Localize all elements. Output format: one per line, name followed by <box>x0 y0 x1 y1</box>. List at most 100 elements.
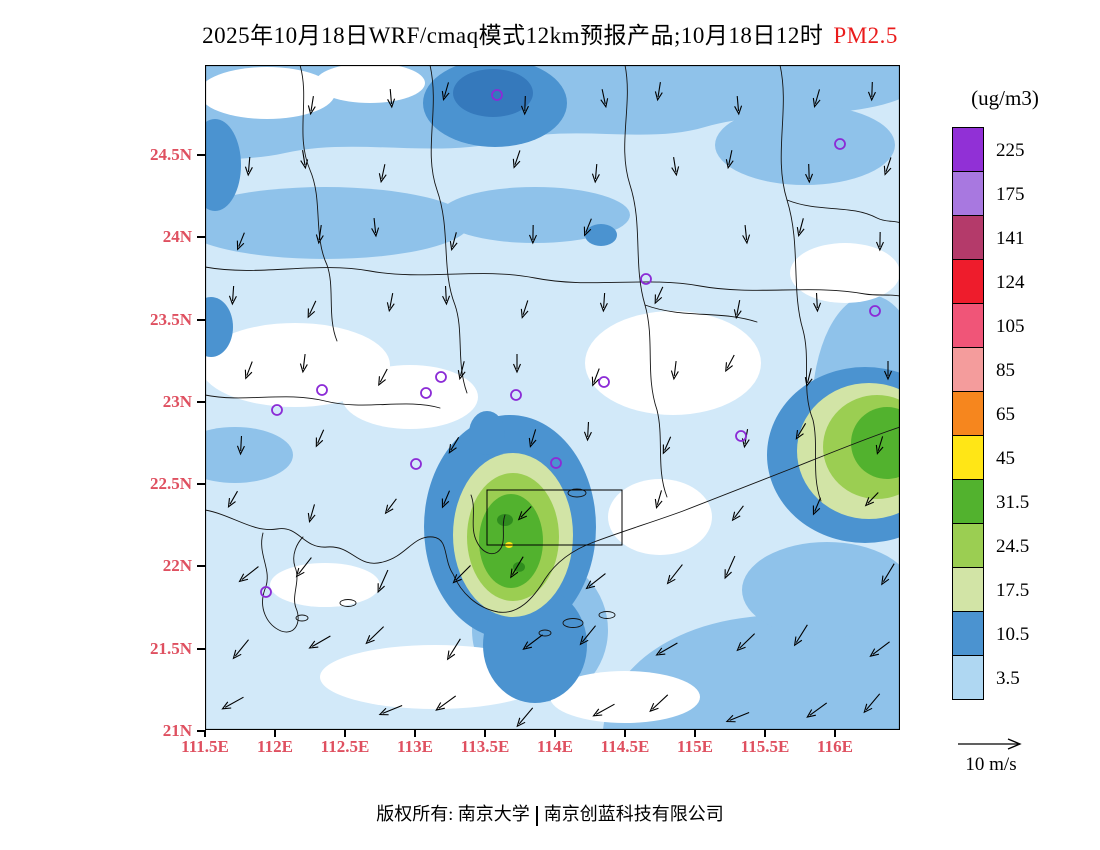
wind-arrow <box>734 95 743 116</box>
wind-arrow <box>299 354 308 374</box>
colorbar-box <box>952 435 984 480</box>
colorbar-box <box>952 523 984 568</box>
wind-arrow <box>236 435 245 456</box>
wind-arrow <box>510 556 524 579</box>
wind-arrow <box>666 564 683 585</box>
prd-high-pm-region <box>453 453 573 617</box>
wind-arrow <box>592 703 615 717</box>
wind-arrow <box>583 421 592 442</box>
wind-arrow <box>378 368 388 387</box>
lat-tick-label: 21.5N <box>149 638 192 658</box>
colorbar-box <box>952 655 984 700</box>
wind-arrow <box>649 694 669 713</box>
station-marker <box>598 376 610 388</box>
lon-tick-label: 112.5E <box>320 737 370 756</box>
colorbar-level-label: 24.5 <box>996 536 1030 557</box>
wind-arrow <box>662 436 672 455</box>
lat-tick-mark <box>197 565 205 568</box>
east-high-pm-region <box>797 383 900 519</box>
wind-arrow <box>795 423 807 440</box>
wind-arrow <box>517 506 532 521</box>
wind-arrow <box>435 695 457 711</box>
wind-arrow <box>670 361 679 381</box>
wind-arrow <box>528 224 537 245</box>
plot-title: 2025年10月18日WRF/cmaq模式12km预报产品;10月18日12时 P… <box>0 16 1100 50</box>
wind-arrow <box>228 285 237 306</box>
wind-arrow <box>654 286 664 305</box>
wind-arrow <box>585 573 606 590</box>
wind-arrow <box>244 361 253 380</box>
colorbar-level-label: 141 <box>996 228 1025 249</box>
lon-tick-mark <box>764 730 766 737</box>
station-marker <box>435 371 447 383</box>
species-label: PM2.5 <box>833 23 898 48</box>
lon-tick-mark <box>694 730 696 737</box>
lon-tick-mark <box>204 730 206 737</box>
wind-arrow <box>441 490 451 509</box>
colorbar-box <box>952 391 984 436</box>
wind-arrow <box>446 638 461 661</box>
wind-arrow <box>516 707 534 728</box>
wind-arrow <box>371 217 380 238</box>
lat-tick-label: 24N <box>162 227 192 247</box>
lon-tick-label: 111.5E <box>181 737 229 756</box>
colorbar-level-label: 225 <box>996 140 1025 161</box>
wind-arrow <box>881 563 895 586</box>
lon-tick-label: 115.5E <box>740 737 790 756</box>
station-marker <box>491 89 503 101</box>
colorbar-box <box>952 567 984 612</box>
wind-arrow <box>308 635 331 649</box>
wind-arrow <box>221 696 244 710</box>
wind-arrow <box>736 633 756 652</box>
nested-domain-box <box>486 489 623 546</box>
wind-arrow <box>307 96 316 116</box>
lat-tick-mark <box>197 318 205 321</box>
wind-arrow <box>244 156 253 177</box>
wind-arrow <box>307 504 316 523</box>
lon-tick-label: 116E <box>817 737 853 756</box>
colorbar-level-label: 65 <box>996 404 1015 425</box>
wind-arrow <box>377 569 389 594</box>
wind-arrow <box>452 565 471 584</box>
wind-arrow <box>725 711 750 723</box>
map-panel <box>205 65 900 730</box>
wind-reference-label: 10 m/s <box>965 754 1017 775</box>
wind-arrow <box>875 231 884 252</box>
wind-arrow <box>793 624 808 647</box>
map-frame <box>205 65 900 730</box>
colorbar-box <box>952 347 984 392</box>
wind-arrow <box>386 293 395 313</box>
wind-arrow <box>864 492 879 507</box>
wind-arrow <box>742 224 751 245</box>
wind-arrow <box>655 642 678 656</box>
station-marker <box>640 273 652 285</box>
wind-arrow <box>883 157 892 176</box>
station-markers <box>260 89 881 598</box>
wind-arrow <box>671 157 680 177</box>
wind-arrow <box>583 218 592 237</box>
copyright-footer: 版权所有: 南京大学 南京创蓝科技有限公司 <box>0 800 1100 826</box>
wind-speed-legend: 10 m/s <box>946 736 1036 776</box>
wind-arrow <box>863 693 881 714</box>
contour-below-min-white <box>205 65 900 723</box>
lat-tick-mark <box>197 236 205 239</box>
colorbar-level-label: 45 <box>996 448 1015 469</box>
wind-arrow <box>654 490 663 509</box>
wind-arrow <box>315 429 325 448</box>
colorbar-level-label: 3.5 <box>996 668 1020 689</box>
wind-arrow <box>867 81 876 102</box>
station-marker <box>735 430 747 442</box>
wind-arrow <box>300 150 309 170</box>
lat-tick-label: 21N <box>162 720 192 740</box>
colorbar-unit-label: (ug/m3) <box>971 86 1039 110</box>
lat-tick-mark <box>197 483 205 486</box>
plot-title-text: 2025年10月18日WRF/cmaq模式12km预报产品;10月18日12时 <box>202 23 824 48</box>
lon-tick-label: 114E <box>537 737 573 756</box>
lat-tick-label: 23.5N <box>149 309 192 329</box>
wind-arrow <box>804 368 813 388</box>
wind-arrow <box>579 625 596 646</box>
lon-tick-label: 113.5E <box>460 737 510 756</box>
lon-tick-label: 112E <box>257 737 293 756</box>
lon-tick-label: 113E <box>397 737 433 756</box>
colorbar-box <box>952 479 984 524</box>
